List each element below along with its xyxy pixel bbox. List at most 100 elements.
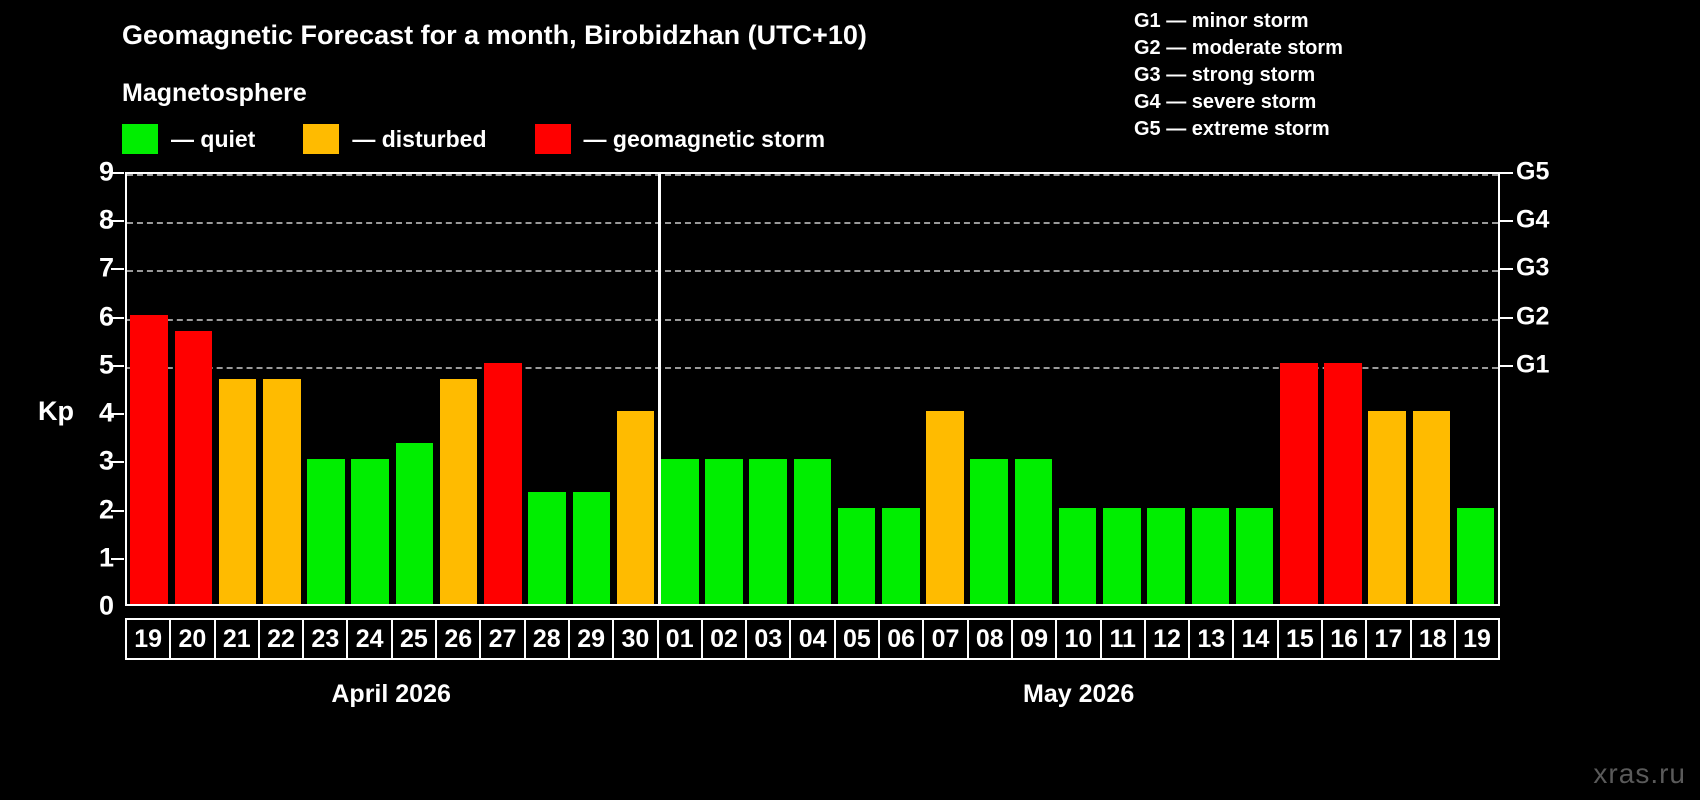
- day-label: 06: [887, 624, 916, 653]
- bar-day-12: [1147, 507, 1185, 604]
- y-tick-label-2: 2: [98, 494, 114, 525]
- day-label: 16: [1330, 624, 1359, 653]
- bar-day-15: [1280, 362, 1318, 604]
- day-label: 23: [311, 624, 340, 653]
- y-tick-label-1: 1: [98, 542, 114, 573]
- bar-day-20: [174, 330, 213, 604]
- bar-slot: [1277, 174, 1321, 604]
- bar-slot: [304, 174, 348, 604]
- g-tick-mark-g5: [1500, 172, 1513, 174]
- day-label: 30: [621, 624, 650, 653]
- g-scale-row-2: G2 — moderate storm: [1134, 37, 1343, 59]
- bar-day-14: [1235, 507, 1274, 604]
- page-title: Geomagnetic Forecast for a month, Birobi…: [122, 20, 867, 50]
- day-label: 02: [710, 624, 738, 653]
- bar-day-22: [262, 378, 301, 604]
- watermark: xras.ru: [1593, 758, 1686, 789]
- bar-slot: [1188, 174, 1232, 604]
- legend-item-storm: — geomagnetic storm: [534, 124, 826, 154]
- day-label: 19: [134, 624, 163, 653]
- g-scale-legend: G1 — minor storm G2 — moderate storm G3 — …: [1134, 8, 1343, 143]
- bar-slot: [702, 174, 746, 604]
- day-label: 11: [1109, 624, 1136, 653]
- bar-slot: [1232, 174, 1276, 604]
- y-tick-mark-4: [111, 413, 124, 416]
- g-tick-label-g1: G1: [1516, 350, 1550, 379]
- legend-swatch-quiet: [122, 124, 158, 154]
- bar-day-28: [528, 491, 566, 604]
- day-cell-07: 07: [922, 618, 969, 660]
- g-scale-row-5: G5 — extreme storm: [1134, 118, 1330, 140]
- g-tick-mark-g4: [1500, 220, 1513, 223]
- day-label: 03: [754, 624, 783, 653]
- g-tick-label-g3: G3: [1516, 253, 1550, 282]
- day-cell-11: 11: [1099, 618, 1146, 660]
- bar-day-19: [130, 314, 168, 604]
- bar-slot: [1454, 174, 1498, 604]
- bar-slot: [790, 174, 834, 604]
- y-tick-mark-2: [111, 509, 124, 512]
- gridline-kp-6: [127, 318, 1498, 321]
- y-tick-label-3: 3: [98, 445, 114, 476]
- day-label: 29: [577, 624, 606, 653]
- bar-slot: [437, 174, 481, 604]
- g-tick-mark-g3: [1500, 268, 1513, 271]
- day-axis: 19 20 21 22 23 24 25 26 27 28 29 30 01 02 03 04 05 06 07 08…: [125, 618, 1501, 660]
- bar-slot: [569, 174, 613, 604]
- bar-day-07: [926, 411, 964, 604]
- y-tick-label-6: 6: [98, 301, 114, 332]
- day-cell-18: 18: [1409, 618, 1456, 660]
- bar-slot: [1144, 174, 1188, 604]
- y-tick-mark-9: [111, 172, 124, 174]
- day-cell-04: 04: [789, 618, 836, 660]
- g-tick-label-g5: G5: [1516, 157, 1550, 186]
- g-scale-row-1: G1 — minor storm: [1134, 10, 1309, 32]
- day-cell-15: 15: [1276, 618, 1324, 660]
- legend-label-storm: — geomagnetic storm: [583, 125, 826, 152]
- bar-slot: [613, 174, 657, 604]
- bar-day-17: [1368, 411, 1407, 604]
- day-label: 24: [355, 624, 384, 653]
- magnetosphere-legend: — quiet — disturbed — geomagnetic storm: [122, 123, 873, 155]
- g-tick-label-g4: G4: [1516, 205, 1550, 234]
- month-label-april: April 2026: [331, 680, 451, 708]
- day-cell-23: 23: [302, 618, 349, 660]
- day-label: 20: [178, 624, 207, 653]
- legend-swatch-storm: [534, 124, 571, 154]
- y-tick-label-8: 8: [98, 204, 114, 235]
- y-tick-mark-6: [111, 316, 124, 319]
- g-scale-row-4: G4 — severe storm: [1134, 91, 1317, 113]
- y-axis-title: Kp: [38, 396, 74, 426]
- g-tick-label-g2: G2: [1516, 302, 1550, 331]
- bar-slot: [746, 174, 790, 604]
- bar-day-10: [1058, 507, 1097, 604]
- day-label: 05: [842, 624, 871, 653]
- day-label: 21: [222, 624, 251, 653]
- bar-day-02: [705, 459, 743, 604]
- bar-day-23: [307, 459, 345, 604]
- bar-slot: [835, 174, 879, 604]
- day-cell-25: 25: [390, 618, 438, 660]
- legend-item-disturbed: — disturbed: [303, 124, 487, 154]
- bar-day-09: [1014, 459, 1053, 604]
- bar-day-08: [970, 459, 1009, 604]
- y-tick-mark-1: [111, 557, 124, 560]
- day-label: 01: [665, 624, 694, 653]
- bar-day-24: [351, 459, 389, 604]
- bar-slot: [1365, 174, 1409, 604]
- y-tick-label-4: 4: [98, 397, 114, 428]
- bar-slot: [260, 174, 304, 604]
- bar-day-06: [882, 507, 920, 604]
- bar-day-27: [484, 362, 522, 604]
- gridline-kp-8: [127, 222, 1498, 225]
- bar-day-04: [793, 459, 832, 604]
- day-label: 13: [1197, 624, 1226, 653]
- day-label: 14: [1241, 624, 1270, 653]
- bar-day-19: [1456, 507, 1495, 604]
- day-label: 18: [1418, 624, 1447, 653]
- legend-label-disturbed: — disturbed: [352, 125, 487, 152]
- day-label: 10: [1064, 624, 1093, 653]
- day-cell-27: 27: [479, 618, 526, 660]
- bar-slot: [1011, 174, 1055, 604]
